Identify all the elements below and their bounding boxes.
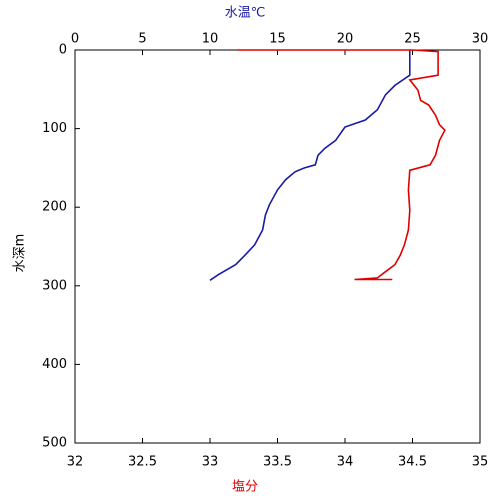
x2-tick-label: 0 <box>71 32 79 47</box>
x-tick-label: 33 <box>202 455 219 470</box>
x-tick-label: 32 <box>67 455 84 470</box>
profile-line <box>209 50 411 281</box>
x-tick-label: 35 <box>472 455 489 470</box>
y-tick-label: 0 <box>59 43 67 58</box>
y-axis-label: 水深m <box>13 234 28 273</box>
x-tick-label: 34 <box>337 455 354 470</box>
plot-frame <box>74 49 481 444</box>
x2-axis-label: 水温℃ <box>225 6 266 21</box>
y-tick-label: 300 <box>42 278 67 293</box>
y-tick-label: 200 <box>42 200 67 215</box>
x2-tick-label: 30 <box>472 32 489 47</box>
x2-tick-label: 20 <box>337 32 354 47</box>
profile-line <box>237 49 446 281</box>
x-axis-label: 塩分 <box>232 480 258 495</box>
x2-tick-label: 10 <box>202 32 219 47</box>
y-tick-label: 100 <box>42 121 67 136</box>
x2-tick-label: 5 <box>138 32 146 47</box>
x-tick-label: 32.5 <box>128 455 157 470</box>
x2-tick-label: 15 <box>269 32 286 47</box>
y-tick-label: 400 <box>42 357 67 372</box>
x-tick-label: 34.5 <box>398 455 427 470</box>
y-tick-label: 500 <box>42 436 67 451</box>
x-tick-label: 33.5 <box>263 455 292 470</box>
x2-tick-label: 25 <box>404 32 421 47</box>
